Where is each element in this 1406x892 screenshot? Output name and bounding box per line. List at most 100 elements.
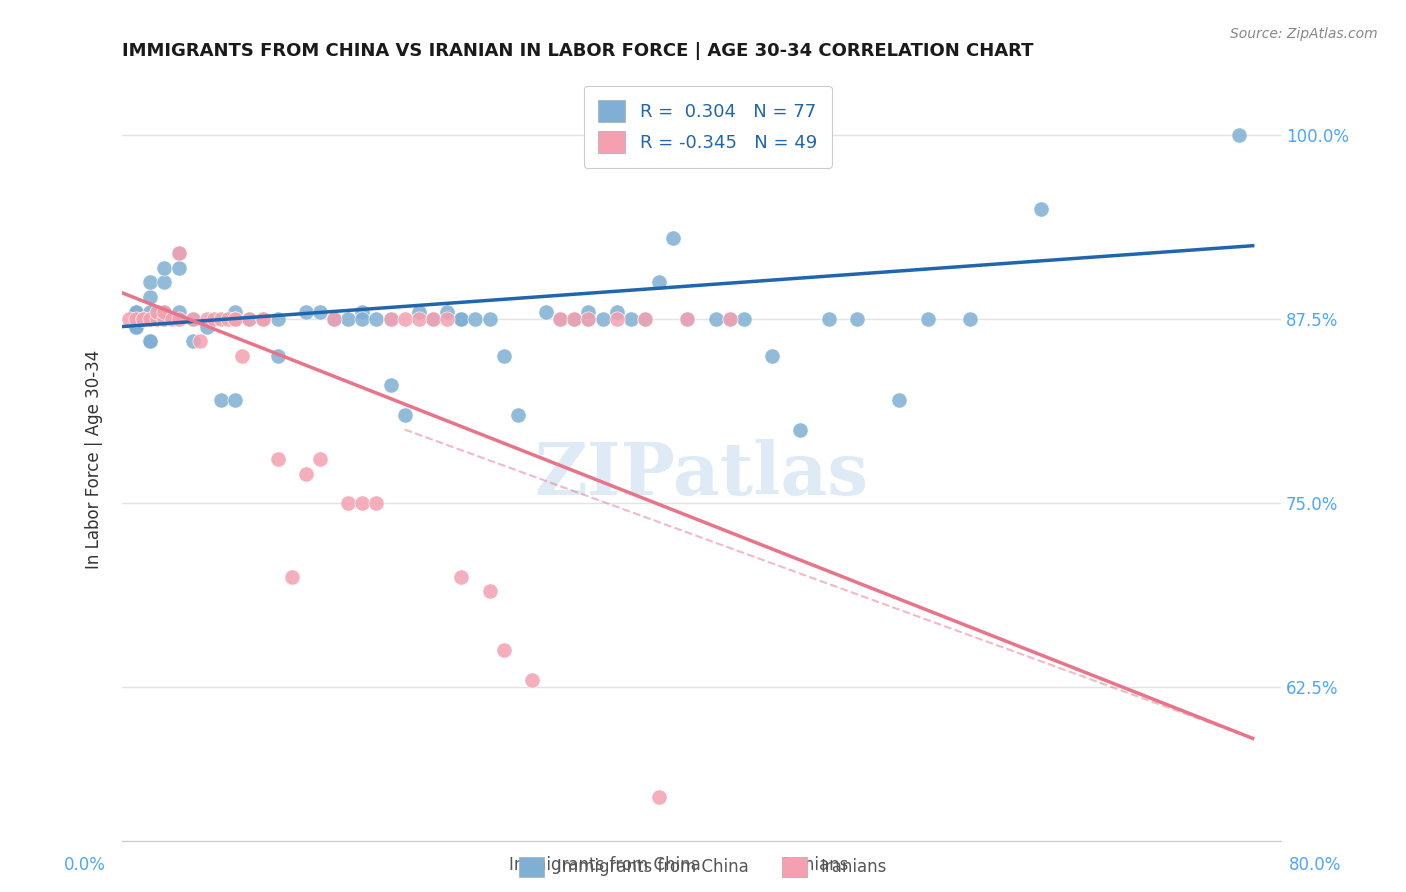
Point xyxy=(167,246,190,260)
Point xyxy=(606,312,628,326)
Legend: Immigrants from China, Iranians: Immigrants from China, Iranians xyxy=(512,850,894,884)
Point xyxy=(139,312,162,326)
Point xyxy=(139,276,162,290)
Point xyxy=(209,312,232,326)
Point xyxy=(146,312,169,326)
Point xyxy=(394,408,416,422)
Point xyxy=(1029,202,1052,216)
Point xyxy=(789,423,811,437)
Point xyxy=(125,312,148,326)
Point xyxy=(634,312,657,326)
Point xyxy=(139,334,162,349)
Point xyxy=(352,312,374,326)
Point xyxy=(195,319,218,334)
Point xyxy=(606,305,628,319)
Point xyxy=(181,334,204,349)
Point xyxy=(146,305,169,319)
Point xyxy=(132,312,155,326)
Point xyxy=(337,496,360,510)
Point xyxy=(252,312,274,326)
Point xyxy=(153,305,176,319)
Point xyxy=(266,452,288,467)
Point xyxy=(238,312,260,326)
Point xyxy=(520,673,543,687)
Point xyxy=(578,312,600,326)
Point xyxy=(323,312,346,326)
Point xyxy=(309,305,332,319)
Text: 0.0%: 0.0% xyxy=(63,856,105,874)
Point xyxy=(238,312,260,326)
Point xyxy=(366,312,388,326)
Point xyxy=(366,496,388,510)
Point xyxy=(125,319,148,334)
Point xyxy=(676,312,699,326)
Point xyxy=(548,312,571,326)
Point xyxy=(153,305,176,319)
Point xyxy=(224,305,246,319)
Point xyxy=(422,312,444,326)
Point xyxy=(534,305,557,319)
Point xyxy=(309,452,332,467)
Point xyxy=(704,312,727,326)
Point xyxy=(294,305,316,319)
Text: IMMIGRANTS FROM CHINA VS IRANIAN IN LABOR FORCE | AGE 30-34 CORRELATION CHART: IMMIGRANTS FROM CHINA VS IRANIAN IN LABO… xyxy=(122,42,1033,60)
Point xyxy=(167,246,190,260)
Point xyxy=(252,312,274,326)
Text: 80.0%: 80.0% xyxy=(1288,856,1341,874)
Point xyxy=(125,305,148,319)
Text: Iranians: Iranians xyxy=(782,856,849,874)
Point xyxy=(562,312,585,326)
Point xyxy=(648,276,671,290)
Point xyxy=(280,569,302,583)
Point xyxy=(422,312,444,326)
Point xyxy=(153,260,176,275)
Point xyxy=(380,378,402,392)
Point xyxy=(352,305,374,319)
Point xyxy=(202,312,225,326)
Point xyxy=(139,290,162,304)
Point xyxy=(323,312,346,326)
Point xyxy=(578,312,600,326)
Point xyxy=(125,305,148,319)
Point xyxy=(436,312,458,326)
Point xyxy=(337,312,360,326)
Point xyxy=(408,305,430,319)
Point xyxy=(506,408,529,422)
Point xyxy=(436,305,458,319)
Point xyxy=(153,276,176,290)
Point xyxy=(380,312,402,326)
Point xyxy=(153,312,176,326)
Point xyxy=(224,312,246,326)
Point xyxy=(889,393,911,408)
Point xyxy=(139,334,162,349)
Point xyxy=(578,305,600,319)
Point xyxy=(718,312,741,326)
Point xyxy=(132,312,155,326)
Point xyxy=(224,393,246,408)
Legend: R =  0.304   N = 77, R = -0.345   N = 49: R = 0.304 N = 77, R = -0.345 N = 49 xyxy=(583,86,831,168)
Point xyxy=(231,349,253,363)
Point xyxy=(139,312,162,326)
Text: Source: ZipAtlas.com: Source: ZipAtlas.com xyxy=(1230,27,1378,41)
Point xyxy=(217,312,239,326)
Point xyxy=(620,312,643,326)
Point xyxy=(153,312,176,326)
Point xyxy=(450,312,472,326)
Point xyxy=(167,260,190,275)
Point xyxy=(266,312,288,326)
Point xyxy=(592,312,614,326)
Point xyxy=(676,312,699,326)
Text: Immigrants from China: Immigrants from China xyxy=(509,856,700,874)
Point xyxy=(153,312,176,326)
Point xyxy=(139,305,162,319)
Point xyxy=(548,312,571,326)
Point xyxy=(562,312,585,326)
Point xyxy=(118,312,141,326)
Point xyxy=(139,312,162,326)
Point xyxy=(959,312,981,326)
Point xyxy=(153,305,176,319)
Point xyxy=(181,312,204,326)
Point xyxy=(323,312,346,326)
Point xyxy=(266,349,288,363)
Point xyxy=(352,496,374,510)
